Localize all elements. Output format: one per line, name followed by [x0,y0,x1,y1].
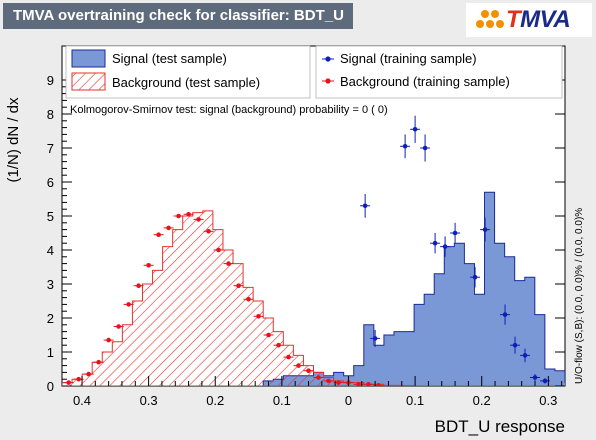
background-train-point [256,314,261,319]
x-tick-label: 0.4 [73,393,91,408]
y-tick-label: 3 [47,277,54,292]
y-axis-label: (1/N) dN / dx [5,97,22,183]
signal-train-point [402,144,408,149]
background-train-point [276,342,281,348]
x-tick-label: 0.3 [140,393,158,408]
legend: Signal (test sample) Background (test sa… [65,45,563,99]
background-train-point [86,371,91,377]
background-train-point [186,212,191,217]
y-tick-label: 2 [47,311,54,326]
signal-train-point [542,378,548,384]
background-train-point [286,354,291,360]
background-train-point [296,363,301,368]
background-train-point [126,302,131,307]
background-train-point [66,380,71,385]
signal-train-point [422,145,428,151]
background-train-point [246,297,251,302]
background-train-point [306,368,311,374]
y-tick-label: 4 [47,243,54,258]
x-tick-label: 0.2 [473,393,491,408]
signal-train-point [482,227,488,232]
background-train-point [166,225,171,231]
background-train-point [376,383,381,386]
x-tick-label: 0.3 [539,393,557,408]
x-axis-label: BDT_U response [435,417,565,436]
y-tick-label: 6 [47,175,54,190]
chart-title: TMVA overtraining check for classifier: … [3,3,353,29]
x-tick-label: 0 [345,393,352,408]
legend-signal-test-swatch [71,49,106,68]
background-train-point [366,382,371,386]
x-tick-label: 0.1 [406,393,424,408]
legend-signal-test: Signal (test sample) [112,51,227,66]
background-train-point [326,378,331,384]
signal-train-point [512,342,518,348]
signal-train-point [502,312,508,317]
background-train-point [106,337,111,343]
signal-train-point [362,203,368,209]
ks-test-text: Kolmogorov-Smirnov test: signal (backgro… [70,104,388,116]
y-tick-label: 8 [47,107,54,122]
signal-train-point [472,274,478,280]
background-train-point [116,324,121,329]
signal-train-point [432,240,438,246]
signal-train-point [372,336,378,341]
signal-train-point [532,375,538,380]
background-train-point [266,332,271,338]
logo-text: TMVA [506,6,571,33]
background-train-point [216,247,221,253]
legend-background-test-swatch [71,72,106,91]
background-train-point [146,263,151,268]
background-train-point [136,283,141,289]
signal-train-point [412,127,418,132]
signal-train-point [522,353,528,358]
background-train-point [176,213,181,219]
background-train-point [196,217,201,222]
background-train-point [316,375,321,380]
legend-signal-train: Signal (training sample) [340,51,477,66]
tmva-logo: TMVA [466,3,592,37]
y-tick-label: 7 [47,141,54,156]
x-tick-label: 0.2 [206,393,224,408]
y-tick-label: 0 [47,379,54,394]
background-train-point [76,376,81,382]
overflow-text: U/O-flow (S,B): (0.0, 0.0)% / (0.0, 0.0)… [574,208,585,384]
background-train-point [236,283,241,289]
background-train-point [226,261,231,266]
background-train-point [96,359,101,365]
legend-background-train: Background (training sample) [340,74,510,89]
background-train-point [156,232,161,237]
y-tick-label: 5 [47,209,54,224]
signal-test-histogram [62,191,565,386]
background-train-point [356,382,361,386]
background-test-histogram [62,210,565,386]
legend-background-test: Background (test sample) [112,75,260,90]
background-train-point [206,229,211,234]
signal-train-point [452,230,458,236]
x-tick-label: 0.1 [273,393,291,408]
signal-train-point [442,244,448,249]
y-tick-label: 9 [47,73,54,88]
background-train-point [336,380,341,385]
y-tick-label: 1 [47,345,54,360]
